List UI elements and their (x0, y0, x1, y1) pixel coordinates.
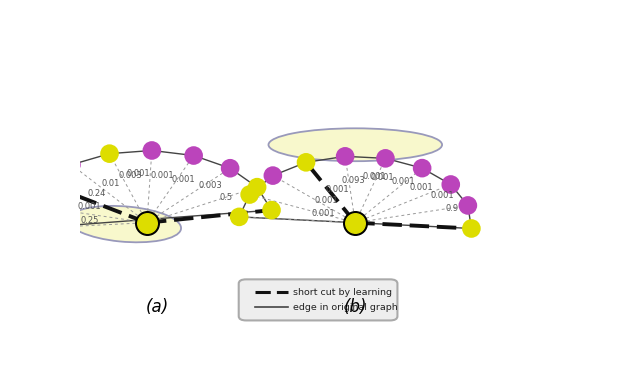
Point (252, 184, 262, 190)
Point (67, 162, 77, 168)
Text: (a): (a) (145, 298, 168, 316)
Text: 0.5: 0.5 (219, 194, 232, 202)
Text: 0.001: 0.001 (127, 169, 150, 178)
Text: edge in original graph: edge in original graph (293, 303, 398, 312)
Point (340, 153, 350, 159)
Point (19, 202, 29, 208)
Text: 0.001: 0.001 (391, 177, 415, 185)
Text: (b): (b) (344, 298, 367, 316)
Text: 0.001: 0.001 (312, 209, 335, 218)
Point (463, 202, 473, 208)
Point (268, 173, 278, 178)
Ellipse shape (68, 206, 181, 242)
Text: 0.001: 0.001 (172, 175, 195, 184)
Text: 0.001: 0.001 (370, 173, 394, 181)
Point (147, 148, 157, 153)
Point (350, 220, 360, 226)
Text: 0.001: 0.001 (325, 185, 349, 194)
Point (467, 226, 477, 231)
Text: 0.9: 0.9 (446, 204, 459, 213)
Point (234, 214, 244, 220)
Point (189, 153, 199, 159)
Point (301, 159, 311, 165)
FancyBboxPatch shape (239, 279, 397, 321)
Text: 0.25: 0.25 (81, 216, 99, 225)
Text: 0.093: 0.093 (342, 176, 365, 185)
Text: 0.01: 0.01 (102, 178, 120, 188)
Text: 0.001: 0.001 (77, 202, 101, 211)
Text: 0.001: 0.001 (362, 171, 386, 181)
Point (417, 165, 428, 171)
Point (37, 180, 47, 185)
Point (142, 220, 152, 226)
Text: 0.001: 0.001 (431, 191, 454, 200)
Text: 0.003: 0.003 (118, 171, 142, 180)
Ellipse shape (269, 128, 442, 161)
Point (104, 151, 115, 157)
Point (244, 192, 255, 198)
Point (142, 220, 152, 226)
Point (350, 220, 360, 226)
Point (380, 155, 390, 161)
Text: 0.001: 0.001 (314, 196, 338, 205)
Point (16, 226, 26, 232)
Text: 0.003: 0.003 (198, 181, 222, 190)
Point (266, 207, 276, 213)
Point (225, 165, 236, 171)
Text: 0.24: 0.24 (87, 189, 106, 198)
Point (445, 181, 456, 187)
Text: short cut by learning: short cut by learning (293, 288, 392, 297)
Text: 0.001: 0.001 (409, 183, 433, 192)
Text: 0.001: 0.001 (150, 170, 174, 180)
